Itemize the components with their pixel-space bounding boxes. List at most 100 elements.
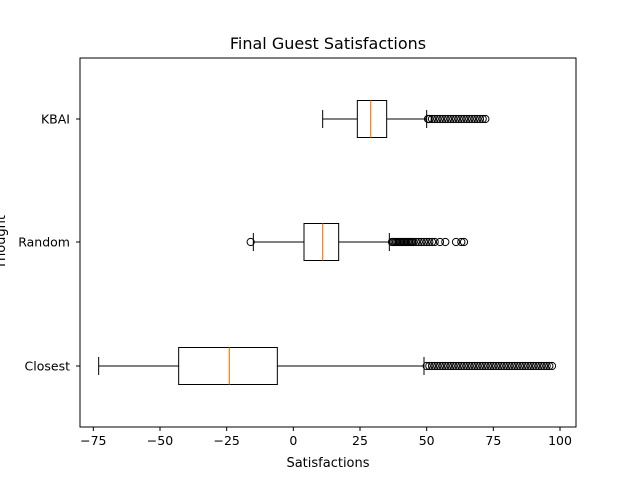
outlier-point [435,237,445,247]
outlier-point [417,237,426,247]
box-random [303,223,340,261]
outlier-point [529,361,538,371]
outlier-point [454,361,463,371]
outlier-point [545,361,554,371]
x-tick-label: 100 [548,433,572,448]
outlier-point [486,361,495,371]
box-group-kbai [322,100,490,138]
outlier-point [433,361,442,371]
y-tick-label-random: Random [18,235,70,250]
outlier-point [459,114,469,124]
outlier-point [422,361,431,371]
outlier-point [491,361,501,371]
outlier-point [539,361,549,371]
chart-marks [98,100,557,385]
x-axis-ticks: −75 −50 −25 0 25 50 75 100 [80,427,572,448]
outlier-point [427,361,437,371]
outlier-point [457,361,466,371]
x-tick-label: 75 [485,433,501,448]
y-tick-label-closest: Closest [25,359,71,374]
outlier-point [507,361,517,371]
outlier-point [433,114,442,124]
outlier-point [425,361,434,371]
x-tick-label: −25 [213,433,239,448]
x-tick-label: 25 [352,433,368,448]
box-group-random [246,223,469,261]
outlier-point [475,114,485,124]
outlier-point [438,114,447,124]
outlier-point [427,237,437,247]
outlier-point [425,237,434,247]
outlier-point [411,237,421,247]
box-group-closest [98,347,557,385]
outlier-point [409,237,418,247]
outlier-point [446,361,455,371]
outlier-point [470,361,479,371]
outlier-point [478,361,487,371]
outlier-point [430,237,439,247]
outlier-point [465,114,474,124]
outlier-point [502,361,511,371]
outlier-point [427,114,437,124]
outlier-point [457,114,466,124]
outlier-point [451,361,461,371]
outlier-point [449,361,458,371]
outlier-point [497,361,506,371]
outlier-point [443,361,453,371]
outlier-point [526,361,535,371]
outlier-point [478,114,487,124]
outlier-point [246,237,255,247]
outlier-point [462,361,471,371]
outlier-point [521,361,530,371]
outlier-point [465,361,474,371]
outlier-point [518,361,527,371]
chart-title: Final Guest Satisfactions [230,34,426,53]
outlier-point [505,361,514,371]
outlier-point [430,361,439,371]
outlier-point [459,361,469,371]
box-kbai [356,100,388,138]
outlier-point [441,237,450,247]
outlier-point [414,237,423,247]
x-tick-label: 0 [289,433,297,448]
outlier-point [441,361,450,371]
outlier-point [430,114,439,124]
outlier-point [454,114,463,124]
outlier-point [451,237,461,247]
outlier-point [499,361,509,371]
outlier-point [489,361,498,371]
box-closest [178,347,278,385]
outlier-point [481,114,490,124]
outlier-point [513,361,522,371]
outlier-point [419,237,429,247]
outlier-point [494,361,503,371]
outlier-point [531,361,541,371]
outlier-point [422,237,431,247]
outlier-point [534,361,543,371]
x-tick-label: −75 [80,433,106,448]
outlier-point [441,114,450,124]
outlier-point [446,114,455,124]
outlier-point [473,361,482,371]
y-axis-ticks: Closest Random KBAI [18,112,80,374]
x-axis-label: Satisfactions [286,456,369,471]
outlier-point [459,237,469,247]
outlier-point [467,114,477,124]
y-axis-label: Thought [0,215,9,270]
outlier-point [475,361,485,371]
plot-area [79,57,577,428]
outlier-point [515,361,525,371]
outlier-point [547,361,557,371]
outlier-point [449,114,458,124]
outlier-point [470,114,479,124]
y-tick-label-kbai: KBAI [41,112,70,127]
outlier-point [451,114,461,124]
outlier-point [483,361,493,371]
outlier-point [523,361,533,371]
outlier-point [457,237,466,247]
outlier-point [438,361,447,371]
outlier-point [542,361,551,371]
outlier-point [443,114,453,124]
outlier-point [435,361,445,371]
